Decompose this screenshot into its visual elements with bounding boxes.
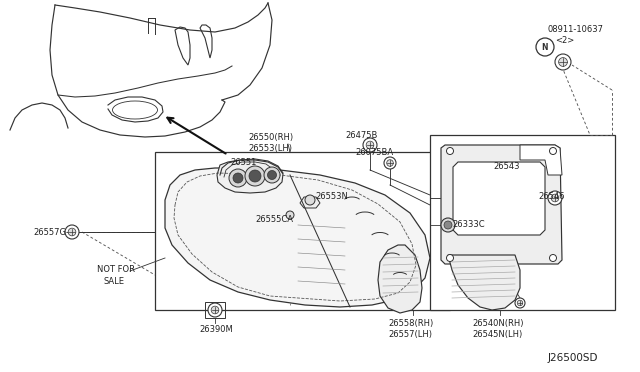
Text: 26540N(RH): 26540N(RH)	[472, 319, 524, 328]
Text: 26557(LH): 26557(LH)	[388, 330, 432, 339]
Circle shape	[548, 191, 562, 205]
Text: 26553N: 26553N	[315, 192, 348, 201]
Circle shape	[264, 167, 280, 183]
Circle shape	[208, 303, 222, 317]
Circle shape	[447, 254, 454, 262]
Circle shape	[366, 141, 374, 149]
Polygon shape	[165, 168, 430, 307]
Circle shape	[211, 306, 219, 314]
Circle shape	[551, 194, 559, 202]
Text: 26333C: 26333C	[452, 220, 484, 229]
Text: 26543: 26543	[493, 162, 520, 171]
Text: <2>: <2>	[555, 36, 574, 45]
Text: NOT FOR: NOT FOR	[97, 265, 135, 274]
Text: 26546: 26546	[538, 192, 564, 201]
Circle shape	[286, 211, 294, 219]
Polygon shape	[155, 152, 450, 310]
Text: 26557G-: 26557G-	[33, 228, 69, 237]
Polygon shape	[300, 197, 320, 208]
Circle shape	[550, 148, 557, 154]
Polygon shape	[453, 162, 545, 235]
Circle shape	[555, 54, 571, 70]
Polygon shape	[378, 245, 422, 313]
Text: 26553(LH): 26553(LH)	[248, 144, 292, 153]
Circle shape	[233, 173, 243, 183]
Text: 26075BA: 26075BA	[355, 148, 393, 157]
Circle shape	[536, 38, 554, 56]
Text: N: N	[541, 42, 548, 51]
Circle shape	[441, 218, 455, 232]
Text: 26558(RH): 26558(RH)	[388, 319, 433, 328]
Text: J26500SD: J26500SD	[548, 353, 598, 363]
Polygon shape	[441, 145, 562, 264]
Circle shape	[517, 300, 523, 306]
Polygon shape	[448, 255, 520, 310]
Circle shape	[447, 148, 454, 154]
Text: 26390M: 26390M	[199, 325, 233, 334]
Circle shape	[68, 228, 76, 236]
Circle shape	[249, 170, 261, 182]
Text: 26550(RH): 26550(RH)	[248, 133, 293, 142]
Circle shape	[559, 58, 568, 66]
Circle shape	[550, 254, 557, 262]
Polygon shape	[217, 160, 283, 193]
Circle shape	[65, 225, 79, 239]
Text: 08911-10637: 08911-10637	[548, 25, 604, 34]
Circle shape	[245, 166, 265, 186]
Text: 26545N(LH): 26545N(LH)	[472, 330, 522, 339]
Text: 26475B: 26475B	[345, 131, 378, 140]
Text: SALE: SALE	[103, 277, 124, 286]
Circle shape	[444, 221, 452, 229]
Circle shape	[384, 157, 396, 169]
Circle shape	[363, 138, 377, 152]
Text: 26551: 26551	[230, 158, 257, 167]
Circle shape	[387, 160, 394, 166]
Circle shape	[515, 298, 525, 308]
Circle shape	[229, 169, 247, 187]
Text: 26555CA: 26555CA	[255, 215, 293, 224]
Polygon shape	[520, 145, 562, 175]
Circle shape	[305, 195, 315, 205]
Circle shape	[268, 170, 276, 180]
Polygon shape	[430, 135, 615, 310]
